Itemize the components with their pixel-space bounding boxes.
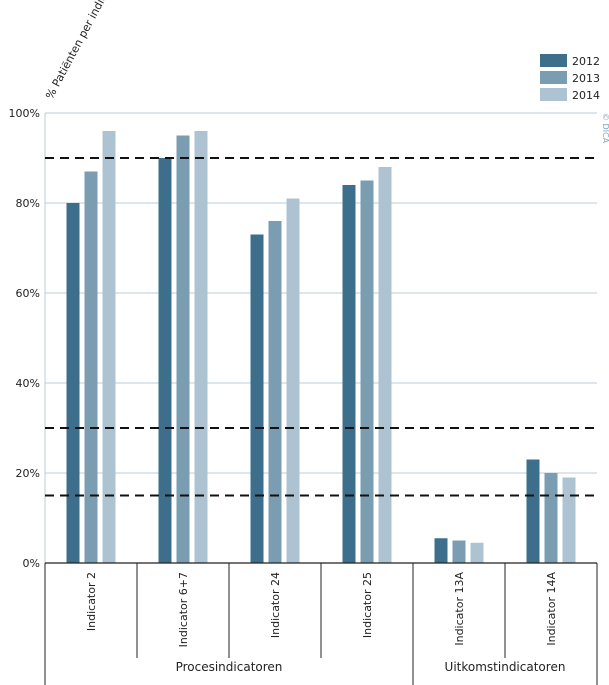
- category-label-2: Indicator 24: [269, 572, 282, 638]
- copyright-text: © DICA: [601, 113, 609, 144]
- bar-2012-indicator-13a: [434, 538, 448, 563]
- bar-2013-indicator-14a: [544, 473, 558, 563]
- bar-2012-indicator-6-7: [158, 158, 172, 563]
- group-label-0: Procesindicatoren: [176, 660, 283, 674]
- category-label-3: Indicator 25: [361, 572, 374, 638]
- group-label-1: Uitkomstindicatoren: [445, 660, 566, 674]
- y-tick-label-0: 0%: [23, 557, 40, 570]
- bar-2014-indicator-6-7: [194, 131, 208, 563]
- bar-2014-indicator-13a: [470, 542, 484, 563]
- bar-2014-indicator-2: [102, 131, 116, 563]
- bar-2013-indicator-2: [84, 171, 98, 563]
- bar-2013-indicator-24: [268, 221, 282, 563]
- y-tick-label-60: 60%: [16, 287, 40, 300]
- y-tick-label-20: 20%: [16, 467, 40, 480]
- bar-2013-indicator-6-7: [176, 135, 190, 563]
- category-label-1: Indicator 6+7: [177, 572, 190, 647]
- category-label-0: Indicator 2: [85, 572, 98, 631]
- y-tick-label-40: 40%: [16, 377, 40, 390]
- bar-2014-indicator-24: [286, 198, 300, 563]
- y-tick-label-100: 100%: [9, 107, 40, 120]
- bar-2012-indicator-25: [342, 185, 356, 563]
- bar-2014-indicator-14a: [562, 477, 576, 563]
- bar-2012-indicator-24: [250, 234, 264, 563]
- bar-2013-indicator-13a: [452, 540, 466, 563]
- legend-swatch-2014: [540, 88, 567, 101]
- legend-label-2014: 2014: [572, 89, 600, 102]
- bar-2013-indicator-25: [360, 180, 374, 563]
- y-axis-label: % Patiënten per indicator: [43, 0, 120, 101]
- legend-swatch-2012: [540, 54, 567, 67]
- legend-label-2012: 2012: [572, 55, 600, 68]
- legend-swatch-2013: [540, 71, 567, 84]
- bar-2014-indicator-25: [378, 167, 392, 563]
- category-label-5: Indicator 14A: [545, 572, 558, 646]
- legend-label-2013: 2013: [572, 72, 600, 85]
- y-tick-label-80: 80%: [16, 197, 40, 210]
- bar-2012-indicator-2: [66, 203, 80, 563]
- bar-2012-indicator-14a: [526, 459, 540, 563]
- category-label-4: Indicator 13A: [453, 572, 466, 646]
